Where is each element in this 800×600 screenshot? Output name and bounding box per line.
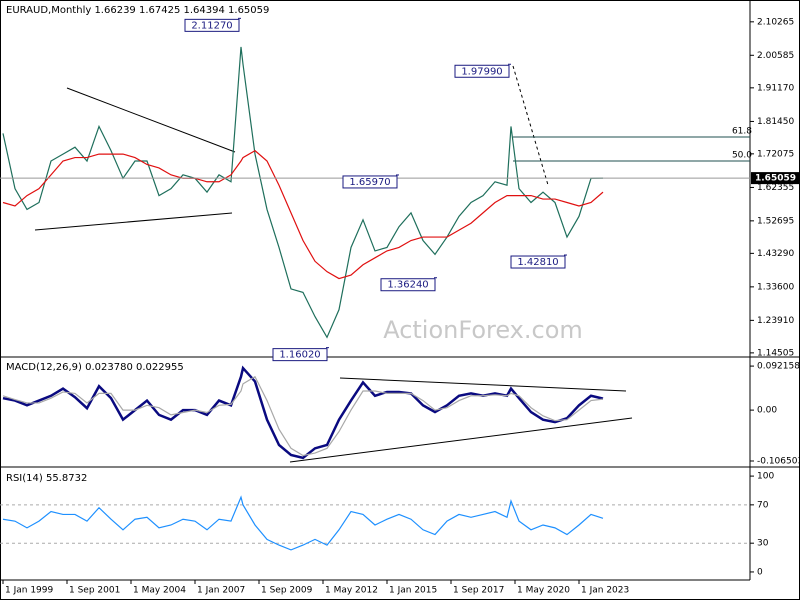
last-price-box [751, 172, 799, 185]
annotation-label: 2.11270 [191, 20, 232, 31]
annotation-box [184, 18, 240, 32]
trend-line [339, 377, 627, 392]
series-line [2, 495, 604, 551]
fib-label: 50.0 [732, 151, 752, 161]
x-tick-label: 1 Jan 2015 [389, 586, 437, 596]
x-tick-label: 1 Jan 2023 [581, 586, 629, 596]
y-tick-label: -0.106503 [757, 456, 800, 466]
annotation-box [510, 255, 566, 269]
x-tick-label: 1 Sep 2001 [69, 586, 120, 596]
y-tick-label: 1.72075 [757, 149, 794, 159]
y-tick-label: 70 [757, 500, 769, 510]
y-tick-label: 2.10265 [757, 17, 794, 27]
x-tick-label: 1 May 2004 [133, 586, 186, 596]
series-line [2, 365, 604, 460]
x-tick-label: 1 Sep 2017 [453, 586, 504, 596]
panel-title: MACD(12,26,9) 0.023780 0.022955 [6, 362, 184, 373]
y-tick-label: 1.81450 [757, 117, 794, 127]
y-tick-label: 1.52695 [757, 216, 794, 226]
y-tick-label: 1.14505 [757, 348, 794, 358]
series-line [2, 375, 604, 457]
series-line [2, 149, 604, 280]
x-tick-label: 1 May 2020 [517, 586, 570, 596]
y-tick-label: 1.23910 [757, 316, 794, 326]
y-tick-label: 0 [757, 567, 763, 577]
trend-line [289, 417, 633, 463]
x-tick-label: 1 Jan 2007 [197, 586, 245, 596]
y-tick-label: 0.00 [757, 406, 777, 416]
annotation-box [380, 278, 436, 292]
annotation-label: 1.42810 [517, 257, 558, 268]
annotation-box [342, 175, 398, 189]
annotation-box [454, 64, 510, 78]
annotation-label: 1.16020 [279, 350, 320, 361]
dashed-line [512, 65, 549, 186]
annotation-label: 1.65970 [349, 177, 390, 188]
y-tick-label: 1.91170 [757, 83, 794, 93]
chart-title: EURAUD,Monthly 1.66239 1.67425 1.64394 1… [6, 5, 269, 16]
y-tick-label: 30 [757, 539, 769, 549]
panel-title: RSI(14) 55.8732 [6, 473, 87, 484]
annotation-label: 1.97990 [461, 66, 502, 77]
trend-line [34, 212, 233, 231]
y-tick-label: 1.43290 [757, 249, 794, 259]
y-tick-label: 0.092158 [757, 362, 800, 372]
annotation-box [272, 348, 328, 362]
y-tick-label: 1.62355 [757, 183, 794, 193]
series-line [2, 46, 604, 339]
fib-label: 61.8 [732, 127, 752, 137]
annotation-label: 1.36240 [387, 280, 428, 291]
y-tick-label: 2.00585 [757, 51, 794, 61]
x-tick-label: 1 Sep 2009 [261, 586, 313, 596]
watermark: ActionForex.com [383, 316, 583, 344]
last-price-label: 1.65059 [755, 174, 796, 184]
x-tick-label: 1 Jan 1999 [5, 586, 53, 596]
y-tick-label: 100 [757, 472, 774, 482]
y-tick-label: 1.33600 [757, 282, 794, 292]
x-tick-label: 1 May 2012 [325, 586, 378, 596]
trend-line [66, 87, 236, 153]
